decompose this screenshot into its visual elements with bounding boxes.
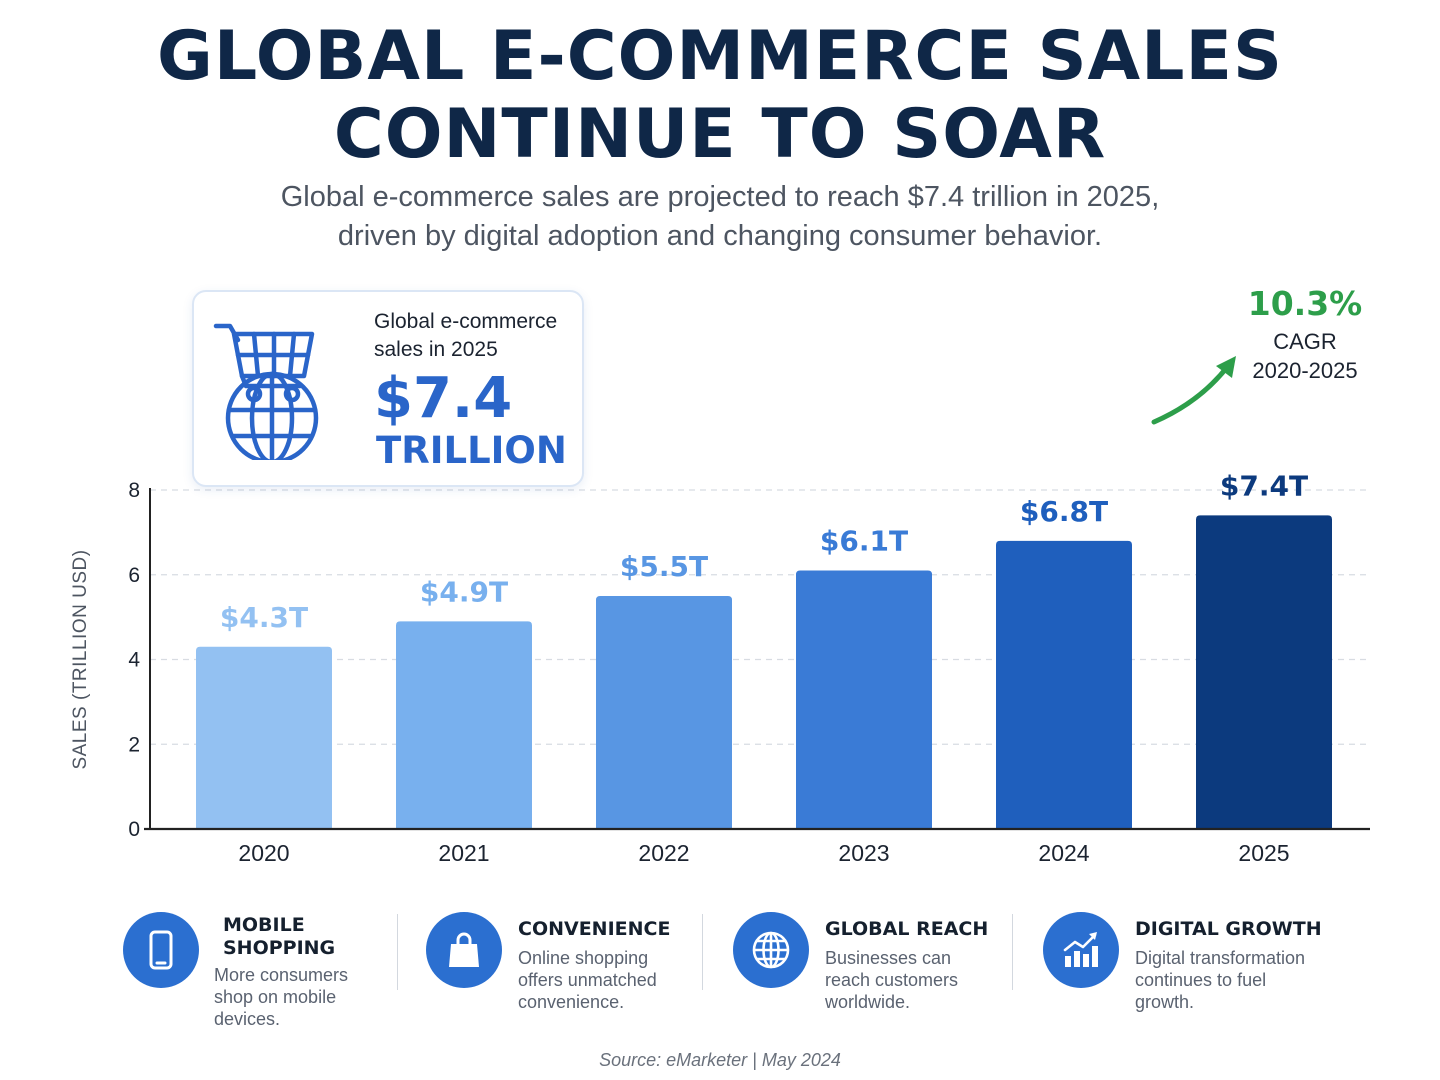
bar-value-label: $4.9T: [420, 575, 508, 608]
feature-title: CONVENIENCE: [518, 918, 670, 941]
smartphone-icon: [149, 930, 173, 970]
feature-desc-line-2: continues to fuel: [1135, 970, 1267, 990]
subtitle-line-1: Global e-commerce sales are projected to…: [280, 181, 1160, 213]
x-tick-label: 2020: [238, 840, 289, 866]
x-tick-label: 2024: [1038, 840, 1089, 866]
feature-icon-circle: [733, 912, 809, 988]
feature-description: Online shopping offers unmatched conveni…: [518, 947, 657, 1013]
feature-title-line-1: MOBILE: [223, 914, 305, 936]
feature-description: Digital transformation continues to fuel…: [1135, 947, 1305, 1013]
feature-title: DIGITAL GROWTH: [1135, 918, 1322, 941]
y-tick-label: 4: [128, 649, 140, 672]
cagr-label: CAGR 2020-2025: [1222, 327, 1388, 385]
x-tick-label: 2023: [838, 840, 889, 866]
feature-description: Businesses can reach customers worldwide…: [825, 947, 958, 1013]
growth-chart-icon: [1063, 932, 1098, 967]
bar-2023: [796, 570, 932, 829]
cagr-value: 10.3%: [1247, 284, 1363, 323]
feature-divider: [397, 914, 398, 990]
y-tick-label: 2: [128, 733, 140, 756]
bar-value-label: $7.4T: [1220, 469, 1308, 502]
feature-desc-line-1: More consumers: [214, 965, 349, 985]
bar-2021: [396, 621, 532, 829]
feature-icon-circle: [1043, 912, 1119, 988]
page-title: GLOBAL E-COMMERCE SALES CONTINUE TO SOAR: [0, 18, 1440, 174]
feature-desc-line-1: Digital transformation: [1135, 948, 1306, 968]
feature-desc-line-2: reach customers: [825, 970, 959, 990]
feature-title: GLOBAL REACH: [825, 918, 988, 941]
y-tick-label: 0: [128, 818, 140, 841]
feature-icon-circle: [426, 912, 502, 988]
cagr-label-line-1: CAGR: [1273, 329, 1337, 354]
feature-desc-line-3: devices.: [214, 1009, 281, 1029]
feature-title-line-2: SHOPPING: [223, 937, 336, 959]
y-tick-label: 6: [128, 564, 140, 587]
x-tick-label: 2022: [638, 840, 689, 866]
subtitle: Global e-commerce sales are projected to…: [0, 178, 1440, 256]
source-note: Source: eMarketer | May 2024: [599, 1050, 841, 1070]
feature-title: MOBILE SHOPPING: [223, 914, 335, 960]
feature-desc-line-1: Online shopping: [518, 948, 649, 968]
bar-2025: [1196, 515, 1332, 829]
shopping-cart-globe-icon: [213, 323, 319, 460]
bar-2020: [196, 646, 332, 829]
x-tick-label: 2021: [438, 840, 489, 866]
bar-value-label: $5.5T: [620, 550, 708, 583]
feature-desc-line-3: worldwide.: [825, 992, 911, 1012]
feature-mobile-shopping: MOBILE SHOPPING More consumers shop on m…: [123, 912, 383, 1042]
y-axis-title: SALES (TRILLION USD): [70, 549, 91, 769]
highlight-card: Global e-commerce sales in 2025 $7.4 TRI…: [192, 290, 584, 487]
feature-desc-line-2: offers unmatched: [518, 970, 657, 990]
callout-label: Global e-commerce sales in 2025: [374, 308, 574, 364]
y-tick-label: 8: [128, 479, 140, 502]
cagr-label-line-2: 2020-2025: [1252, 358, 1358, 383]
feature-title-line-1: DIGITAL GROWTH: [1135, 918, 1322, 940]
callout-value: $7.4: [374, 366, 513, 431]
title-line-2: CONTINUE TO SOAR: [333, 95, 1107, 174]
trend-up-arrow-icon: [1151, 356, 1236, 425]
feature-global-reach: GLOBAL REACH Businesses can reach custom…: [733, 912, 1003, 1042]
title-line-1: GLOBAL E-COMMERCE SALES: [157, 17, 1283, 96]
callout-unit: TRILLION: [376, 429, 567, 472]
bar-value-label: $6.8T: [1020, 495, 1108, 528]
bar-2022: [596, 595, 732, 829]
feature-desc-line-3: growth.: [1135, 992, 1195, 1012]
feature-convenience: CONVENIENCE Online shopping offers unmat…: [426, 912, 696, 1042]
x-tick-label: 2025: [1238, 840, 1289, 866]
globe-icon: [752, 931, 790, 969]
feature-divider: [702, 914, 703, 990]
feature-title-line-1: CONVENIENCE: [518, 918, 671, 940]
feature-description: More consumers shop on mobile devices.: [214, 964, 348, 1030]
feature-desc-line-2: shop on mobile: [214, 987, 337, 1007]
feature-title-line-1: GLOBAL REACH: [825, 918, 989, 940]
feature-digital-growth: DIGITAL GROWTH Digital transformation co…: [1043, 912, 1343, 1042]
feature-icon-circle: [123, 912, 199, 988]
bar-value-label: $6.1T: [820, 525, 908, 558]
subtitle-line-2: driven by digital adoption and changing …: [337, 220, 1103, 252]
callout-label-line-2: sales in 2025: [374, 338, 498, 361]
bar-value-label: $4.3T: [220, 601, 308, 634]
feature-desc-line-1: Businesses can: [825, 948, 952, 968]
feature-desc-line-3: convenience.: [518, 992, 625, 1012]
bar-2024: [996, 540, 1132, 829]
feature-divider: [1012, 914, 1013, 990]
callout-label-line-1: Global e-commerce: [374, 310, 558, 333]
shopping-bag-icon: [449, 932, 479, 967]
